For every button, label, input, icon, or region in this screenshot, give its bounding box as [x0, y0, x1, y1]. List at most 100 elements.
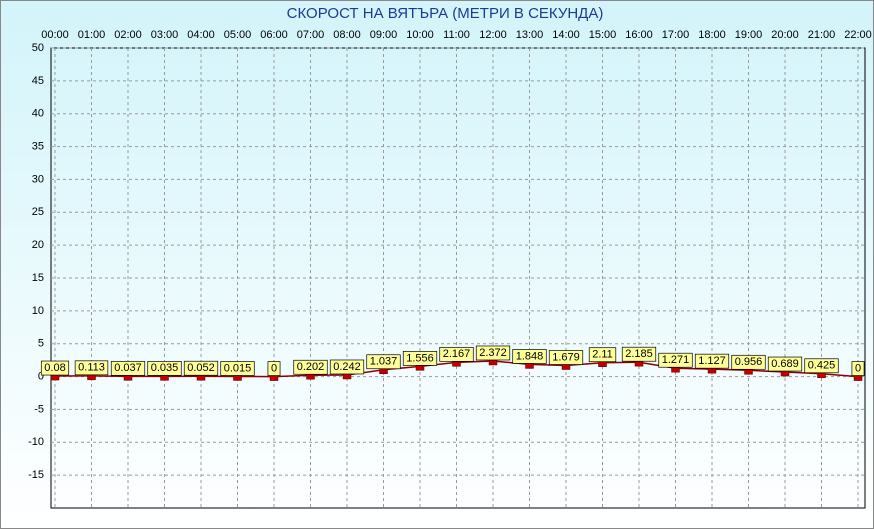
value-label: 0.242	[333, 361, 361, 373]
y-tick-label: 20	[32, 239, 44, 251]
marker	[780, 370, 790, 377]
value-label-box	[588, 347, 617, 363]
x-tick-label: 09:00	[370, 29, 398, 41]
marker	[342, 373, 352, 380]
marker	[50, 374, 60, 381]
value-label-box	[694, 353, 730, 369]
value-label: 2.11	[592, 349, 613, 361]
y-tick-label: 30	[32, 173, 44, 185]
marker	[707, 367, 717, 374]
value-label: 0.425	[808, 360, 836, 372]
value-label: 2.167	[443, 348, 471, 360]
y-tick-label: 5	[38, 338, 44, 350]
marker	[452, 361, 461, 367]
x-tick-label: 17:00	[662, 29, 690, 41]
marker	[744, 369, 753, 375]
value-label-box	[183, 360, 219, 376]
marker	[196, 374, 206, 381]
value-label-box	[147, 360, 182, 376]
value-label: 0.037	[114, 362, 142, 374]
chart-title: СКОРОСТ НА ВЯТЪРА (МЕТРИ В СЕКУНДА)	[287, 5, 604, 22]
value-label: 2.185	[625, 348, 653, 360]
x-tick-label: 02:00	[114, 29, 142, 41]
x-tick-label: 04:00	[187, 29, 215, 41]
marker	[634, 360, 644, 367]
y-tick-label: -10	[28, 436, 44, 448]
value-label: 1.848	[516, 350, 544, 362]
marker	[123, 375, 133, 381]
y-tick-label: 50	[32, 42, 44, 54]
x-tick-label: 18:00	[698, 29, 726, 41]
value-label: 0	[855, 362, 861, 374]
marker	[561, 364, 571, 370]
x-tick-label: 19:00	[735, 29, 763, 41]
x-tick-label: 07:00	[297, 29, 325, 41]
value-label-box	[767, 356, 803, 372]
x-tick-label: 21:00	[808, 29, 836, 41]
x-tick-label: 03:00	[151, 29, 179, 41]
x-tick-label: 11:00	[443, 29, 470, 41]
value-label-box	[548, 350, 584, 365]
value-label: 0	[271, 362, 277, 374]
x-tick-label: 01:00	[78, 29, 106, 41]
value-label-box	[512, 349, 547, 364]
value-label: 0.015	[224, 362, 252, 374]
value-label-box	[40, 360, 70, 376]
value-label: 0.202	[297, 361, 325, 373]
value-label: 0.113	[78, 362, 105, 374]
value-label-box	[851, 361, 865, 376]
marker	[233, 375, 242, 381]
x-tick-label: 13:00	[516, 29, 544, 41]
value-label: 0.035	[151, 362, 179, 374]
marker	[598, 361, 607, 367]
x-tick-label: 05:00	[224, 29, 252, 41]
value-label-box	[804, 358, 839, 374]
value-label-box	[74, 360, 109, 376]
marker	[87, 374, 96, 381]
value-label-box	[220, 361, 255, 376]
y-tick-label: 15	[32, 272, 44, 284]
value-label: 0.052	[187, 362, 215, 374]
y-tick-label: -5	[34, 403, 44, 415]
value-label-box	[658, 352, 693, 368]
value-label: 1.127	[698, 355, 726, 367]
value-label: 0.689	[771, 358, 799, 370]
value-label-box	[475, 345, 511, 361]
value-label: 1.556	[406, 352, 434, 364]
marker	[306, 373, 315, 380]
y-tick-label: -15	[28, 469, 44, 481]
value-label-box	[110, 360, 146, 376]
x-tick-label: 20:00	[771, 29, 799, 41]
value-label-box	[621, 346, 657, 362]
y-tick-label: 35	[32, 140, 44, 152]
value-label-box	[267, 361, 281, 376]
marker	[415, 365, 425, 371]
marker	[269, 375, 279, 381]
value-label-box	[329, 359, 365, 375]
marker	[853, 375, 863, 381]
value-label: 0.08	[44, 362, 65, 374]
value-label: 1.271	[662, 354, 690, 366]
marker	[160, 375, 169, 381]
value-label-box	[402, 350, 438, 366]
value-label-box	[366, 354, 401, 370]
marker	[671, 366, 680, 373]
marker	[525, 363, 534, 369]
x-tick-label: 14:00	[552, 29, 580, 41]
marker	[817, 372, 826, 379]
x-tick-label: 00:00	[41, 29, 69, 41]
y-tick-label: 40	[32, 108, 44, 120]
marker	[379, 368, 388, 375]
x-tick-label: 10:00	[406, 29, 434, 41]
x-tick-label: 22:00	[844, 29, 872, 41]
x-tick-label: 16:00	[625, 29, 653, 41]
value-label: 2.372	[479, 347, 507, 359]
value-label: 1.037	[370, 356, 398, 368]
marker	[488, 359, 498, 366]
x-tick-label: 12:00	[479, 29, 507, 41]
y-tick-label: 0	[38, 370, 44, 382]
value-label: 0.956	[735, 356, 763, 368]
value-label: 1.679	[552, 351, 580, 363]
